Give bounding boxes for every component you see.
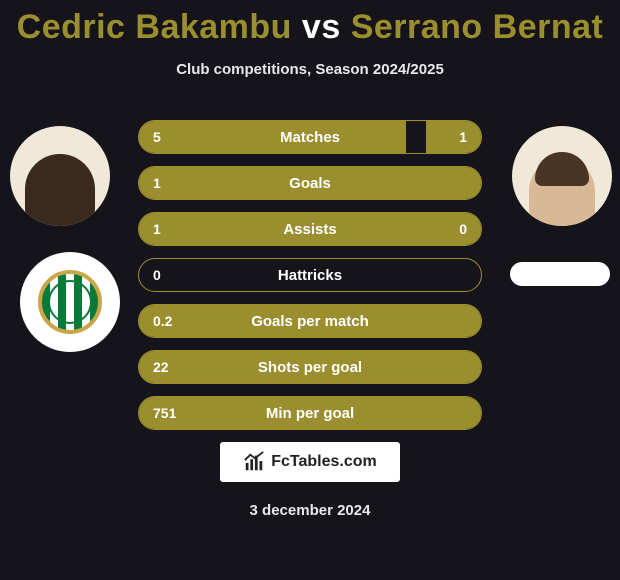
player2-name: Serrano Bernat — [351, 8, 604, 46]
branding-badge: FcTables.com — [220, 442, 400, 482]
comparison-title: Cedric Bakambu vs Serrano Bernat — [0, 0, 620, 47]
betis-crest-icon — [38, 270, 102, 334]
stat-value-right: 1 — [459, 121, 467, 153]
stat-label: Goals per match — [139, 305, 481, 337]
stat-label: Hattricks — [139, 259, 481, 291]
chart-icon — [243, 451, 265, 473]
branding-text: FcTables.com — [271, 453, 377, 471]
stat-row: 751Min per goal — [138, 396, 482, 430]
stat-row: 1Assists0 — [138, 212, 482, 246]
stat-value-right: 0 — [459, 213, 467, 245]
stat-label: Goals — [139, 167, 481, 199]
player2-club-badge — [510, 262, 610, 286]
stat-row: 0.2Goals per match — [138, 304, 482, 338]
player1-name: Cedric Bakambu — [17, 8, 292, 46]
player2-avatar — [512, 126, 612, 226]
stat-row: 1Goals — [138, 166, 482, 200]
stat-label: Min per goal — [139, 397, 481, 429]
stat-row: 0Hattricks — [138, 258, 482, 292]
stat-label: Matches — [139, 121, 481, 153]
player1-club-badge — [20, 252, 120, 352]
subtitle: Club competitions, Season 2024/2025 — [0, 61, 620, 78]
stat-label: Assists — [139, 213, 481, 245]
stat-label: Shots per goal — [139, 351, 481, 383]
vs-text: vs — [302, 8, 341, 46]
player1-avatar — [10, 126, 110, 226]
stat-row: 22Shots per goal — [138, 350, 482, 384]
stats-area: 5Matches11Goals1Assists00Hattricks0.2Goa… — [138, 120, 482, 442]
stat-row: 5Matches1 — [138, 120, 482, 154]
date-text: 3 december 2024 — [0, 502, 620, 519]
